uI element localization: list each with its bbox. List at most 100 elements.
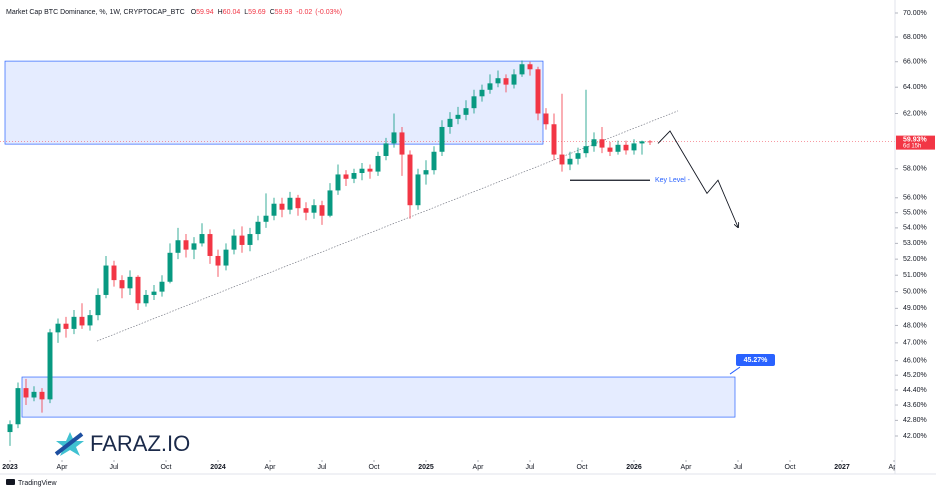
candle-body — [335, 174, 341, 191]
legend-label: O — [191, 9, 197, 16]
candle-body — [631, 143, 637, 151]
y-tick-label: 55.00% — [903, 210, 927, 217]
candle-body — [303, 208, 309, 213]
candle-body — [199, 234, 205, 244]
candle-body — [39, 391, 45, 400]
zone — [21, 376, 736, 418]
x-tick-label: Apr — [473, 464, 485, 471]
footer-logo — [6, 479, 15, 485]
legend-label: C — [270, 9, 275, 16]
candle-body — [247, 234, 253, 245]
candle-body — [351, 173, 357, 179]
candle-body — [535, 69, 541, 114]
candle-body — [647, 141, 653, 143]
candle-body — [599, 139, 605, 148]
y-tick-label: 54.00% — [903, 225, 927, 232]
x-tick-label: Apr — [57, 464, 69, 471]
candle-body — [455, 114, 461, 119]
candle-body — [575, 153, 581, 159]
legend-value: 59.93 — [275, 9, 293, 16]
change-value: -0.02 — [296, 9, 312, 16]
y-tick-label: 58.00% — [903, 166, 927, 173]
candle-body — [487, 83, 493, 90]
candle-body — [439, 126, 445, 152]
candle-body — [415, 174, 421, 206]
projection-path — [657, 130, 738, 227]
footer-text: TradingView — [18, 480, 57, 487]
candle-body — [527, 64, 533, 70]
candle-body — [311, 205, 317, 213]
trendline — [96, 110, 679, 342]
candle-body — [207, 234, 213, 256]
candle-body — [543, 113, 549, 125]
x-tick-label: Jul — [318, 464, 327, 471]
y-tick-label: 49.00% — [903, 305, 927, 312]
candle-body — [567, 158, 573, 165]
candle-body — [431, 151, 437, 171]
candle-body — [623, 144, 629, 151]
logo — [54, 432, 84, 456]
x-tick-label: Oct — [369, 464, 380, 471]
candle-body — [143, 294, 149, 304]
y-tick-label: 46.00% — [903, 358, 927, 365]
y-tick-label: 64.00% — [903, 84, 927, 91]
candle-body — [391, 132, 397, 144]
candle-body — [111, 265, 117, 281]
candle-body — [551, 124, 557, 155]
x-tick-label: Apr — [889, 464, 901, 471]
x-tick-label: Jul — [526, 464, 535, 471]
last-price-tag — [896, 135, 935, 150]
candle-body — [463, 108, 469, 115]
candle-body — [287, 197, 293, 210]
candle-body — [231, 235, 237, 250]
legend-value: 59.94 — [196, 9, 214, 16]
y-tick-label: 45.20% — [903, 372, 927, 379]
y-tick-label: 42.00% — [903, 433, 927, 440]
candle-body — [239, 235, 245, 245]
candle-body — [343, 174, 349, 179]
logo-text: FARAZ.IO — [90, 431, 190, 456]
candle-body — [31, 391, 37, 398]
candle-body — [607, 147, 613, 152]
x-tick-label: Apr — [265, 464, 277, 471]
y-tick-label: 43.60% — [903, 402, 927, 409]
candle-body — [63, 323, 69, 329]
callout-label: 45.27% — [744, 357, 769, 364]
candle-body — [479, 89, 485, 97]
x-axis: 2023 Apr Jul Oct 2024 Apr Jul Oct 2025 Apr Jul Oct 2… — [2, 460, 901, 471]
legend-value: 59.69 — [248, 9, 266, 16]
candle-body — [639, 141, 645, 144]
last-price-label: 59.93% — [903, 136, 928, 143]
candle-body — [71, 316, 77, 329]
candle-body — [7, 424, 13, 433]
logo-stroke — [54, 432, 84, 456]
candle-body — [295, 197, 301, 209]
candle-body — [119, 280, 125, 289]
candle-body — [375, 155, 381, 172]
footer-icon — [6, 479, 15, 485]
change-percent: (-0.03%) — [315, 9, 342, 16]
candle-body — [511, 74, 517, 85]
candle-body — [271, 203, 277, 216]
legend-value: 60.04 — [223, 9, 241, 16]
x-tick-label: Apr — [681, 464, 693, 471]
candle-body — [367, 168, 373, 172]
candle-body — [519, 64, 525, 75]
candle-body — [255, 221, 261, 235]
candle-body — [615, 144, 621, 152]
x-tick-label: Oct — [785, 464, 796, 471]
candle-body — [223, 249, 229, 266]
candle-body — [263, 215, 269, 222]
candle-body — [151, 291, 157, 295]
y-tick-label: 48.00% — [903, 322, 927, 329]
x-tick-label: 2024 — [210, 464, 226, 471]
candle-body — [175, 240, 181, 253]
y-tick-label: 52.00% — [903, 256, 927, 263]
candle-body — [47, 332, 53, 400]
candle-body — [447, 118, 453, 127]
x-tick-label: 2025 — [418, 464, 434, 471]
candle-body — [127, 276, 133, 289]
candle-body — [327, 190, 333, 216]
